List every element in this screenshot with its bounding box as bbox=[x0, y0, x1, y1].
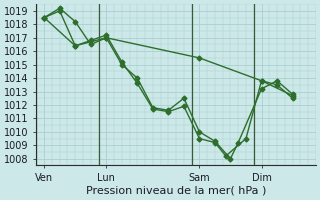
X-axis label: Pression niveau de la mer( hPa ): Pression niveau de la mer( hPa ) bbox=[86, 186, 266, 196]
